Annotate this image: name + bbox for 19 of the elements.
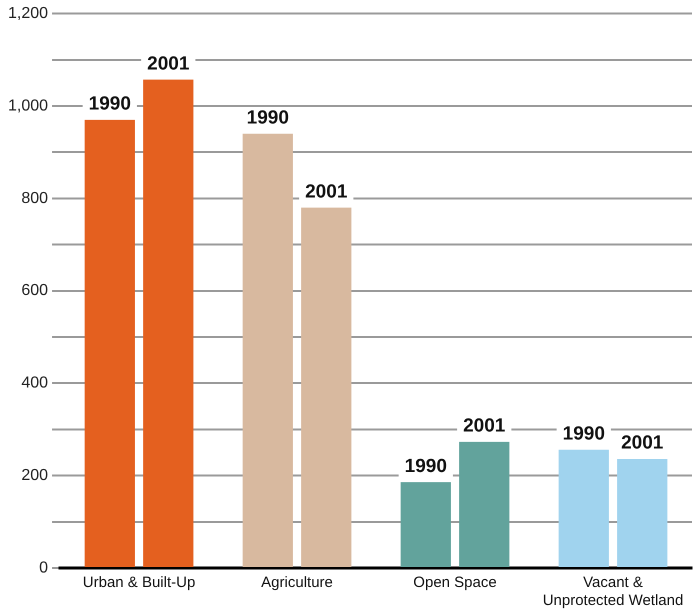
text: 2001 (147, 53, 190, 74)
y-tick-label: 1,200 (8, 5, 48, 22)
text: 2001 (463, 416, 506, 437)
x-tick-label: Agriculture (261, 574, 333, 592)
y-tick-label: 800 (21, 190, 48, 207)
y-tick-label: 400 (21, 374, 48, 392)
series-label: 2001 (305, 181, 348, 202)
x-tick-label: Vacant & Unprotected Wetland (542, 574, 684, 610)
y-tick-label: 1,000 (8, 97, 48, 114)
y-tick-label: 200 (21, 467, 48, 484)
x-tick-label: Urban & Built-Up (82, 574, 196, 592)
y-tick-label: 600 (21, 282, 48, 300)
x-tick-label: Open Space (413, 574, 497, 592)
text: 2001 (621, 432, 664, 454)
series-label: 1990 (246, 107, 289, 128)
text: 1990 (88, 94, 131, 115)
text: 1990 (562, 423, 605, 444)
text: 1990 (404, 456, 447, 477)
y-tick-label: 0 (39, 559, 48, 576)
